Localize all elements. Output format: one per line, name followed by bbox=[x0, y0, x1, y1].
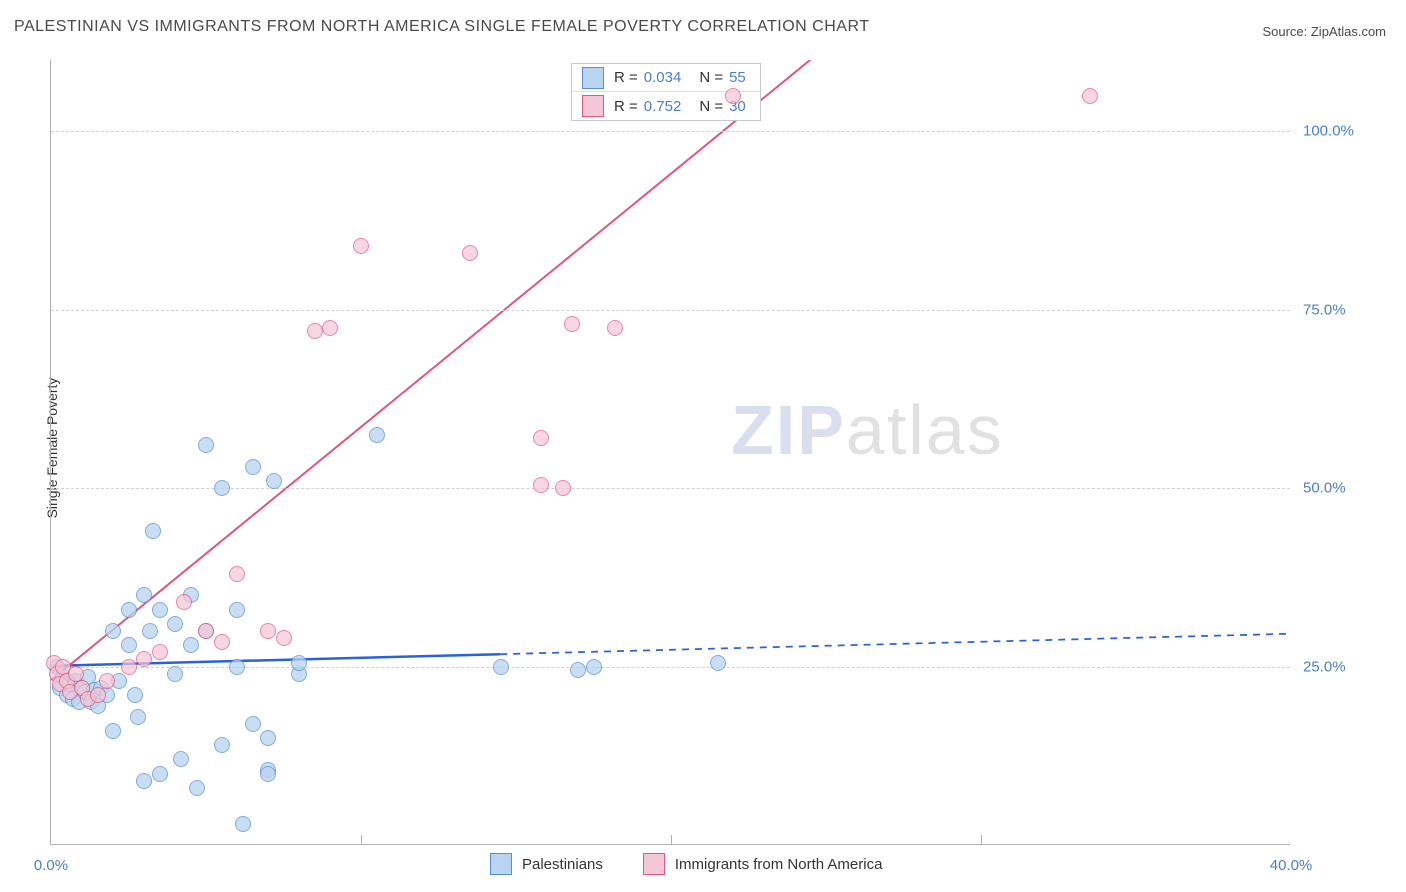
scatter-point bbox=[555, 480, 571, 496]
scatter-point bbox=[183, 637, 199, 653]
scatter-point bbox=[105, 623, 121, 639]
legend-label: Palestinians bbox=[522, 856, 603, 873]
r-value: 0.034 bbox=[644, 69, 682, 86]
scatter-point bbox=[245, 459, 261, 475]
scatter-point bbox=[152, 602, 168, 618]
scatter-point bbox=[369, 427, 385, 443]
x-minor-tick bbox=[671, 835, 672, 845]
scatter-point bbox=[173, 751, 189, 767]
x-tick-label: 0.0% bbox=[34, 857, 68, 874]
scatter-point bbox=[105, 723, 121, 739]
scatter-point bbox=[127, 687, 143, 703]
gridline-horizontal bbox=[51, 131, 1290, 132]
watermark: ZIPatlas bbox=[731, 390, 1004, 470]
n-label: N = bbox=[699, 98, 723, 115]
scatter-point bbox=[167, 666, 183, 682]
scatter-point bbox=[276, 630, 292, 646]
scatter-point bbox=[142, 623, 158, 639]
scatter-point bbox=[260, 623, 276, 639]
scatter-point bbox=[586, 659, 602, 675]
scatter-point bbox=[167, 616, 183, 632]
scatter-point bbox=[136, 651, 152, 667]
y-tick-label: 100.0% bbox=[1303, 123, 1354, 140]
scatter-point bbox=[245, 716, 261, 732]
scatter-point bbox=[533, 477, 549, 493]
legend-swatch bbox=[490, 853, 512, 875]
legend-swatch bbox=[582, 95, 604, 117]
legend-swatch bbox=[643, 853, 665, 875]
scatter-point bbox=[99, 673, 115, 689]
scatter-point bbox=[533, 430, 549, 446]
legend-swatch bbox=[582, 67, 604, 89]
scatter-point bbox=[564, 316, 580, 332]
y-tick-label: 50.0% bbox=[1303, 480, 1346, 497]
watermark-zip: ZIP bbox=[731, 391, 846, 469]
scatter-point bbox=[260, 766, 276, 782]
y-tick-label: 25.0% bbox=[1303, 658, 1346, 675]
trend-line-dashed bbox=[500, 634, 1289, 654]
scatter-point bbox=[607, 320, 623, 336]
scatter-point bbox=[198, 437, 214, 453]
gridline-horizontal bbox=[51, 310, 1290, 311]
scatter-point bbox=[462, 245, 478, 261]
x-tick-label: 40.0% bbox=[1270, 857, 1313, 874]
scatter-point bbox=[307, 323, 323, 339]
gridline-horizontal bbox=[51, 488, 1290, 489]
chart-title: PALESTINIAN VS IMMIGRANTS FROM NORTH AME… bbox=[14, 18, 869, 36]
scatter-point bbox=[235, 816, 251, 832]
scatter-point bbox=[229, 566, 245, 582]
scatter-point bbox=[121, 602, 137, 618]
y-tick-label: 75.0% bbox=[1303, 301, 1346, 318]
scatter-point bbox=[291, 655, 307, 671]
scatter-point bbox=[353, 238, 369, 254]
scatter-point bbox=[152, 766, 168, 782]
scatter-point bbox=[145, 523, 161, 539]
scatter-point bbox=[176, 594, 192, 610]
bottom-legend: Palestinians Immigrants from North Americ… bbox=[490, 853, 912, 875]
r-label: R = bbox=[614, 69, 638, 86]
scatter-point bbox=[229, 659, 245, 675]
x-minor-tick bbox=[361, 835, 362, 845]
watermark-atlas: atlas bbox=[846, 391, 1004, 469]
scatter-point bbox=[121, 659, 137, 675]
n-label: N = bbox=[699, 69, 723, 86]
r-label: R = bbox=[614, 98, 638, 115]
scatter-point bbox=[130, 709, 146, 725]
scatter-point bbox=[260, 730, 276, 746]
scatter-point bbox=[493, 659, 509, 675]
scatter-point bbox=[214, 737, 230, 753]
scatter-point bbox=[136, 587, 152, 603]
scatter-point bbox=[136, 773, 152, 789]
scatter-point bbox=[214, 634, 230, 650]
scatter-point bbox=[1082, 88, 1098, 104]
scatter-point bbox=[266, 473, 282, 489]
scatter-point bbox=[189, 780, 205, 796]
scatter-point bbox=[90, 687, 106, 703]
plot-area: ZIPatlas R =0.034N =55R =0.752N =30 25.0… bbox=[50, 60, 1290, 845]
scatter-point bbox=[121, 637, 137, 653]
scatter-point bbox=[570, 662, 586, 678]
legend-label: Immigrants from North America bbox=[675, 856, 883, 873]
chart-container: PALESTINIAN VS IMMIGRANTS FROM NORTH AME… bbox=[0, 0, 1406, 892]
scatter-point bbox=[322, 320, 338, 336]
trend-line-solid bbox=[51, 654, 500, 666]
trend-lines bbox=[51, 60, 1290, 844]
scatter-point bbox=[198, 623, 214, 639]
scatter-point bbox=[152, 644, 168, 660]
n-value: 55 bbox=[729, 69, 746, 86]
chart-source: Source: ZipAtlas.com bbox=[1262, 24, 1386, 39]
trend-line-solid bbox=[51, 60, 1289, 680]
scatter-point bbox=[710, 655, 726, 671]
x-minor-tick bbox=[981, 835, 982, 845]
scatter-point bbox=[214, 480, 230, 496]
scatter-point bbox=[229, 602, 245, 618]
scatter-point bbox=[725, 88, 741, 104]
r-value: 0.752 bbox=[644, 98, 682, 115]
